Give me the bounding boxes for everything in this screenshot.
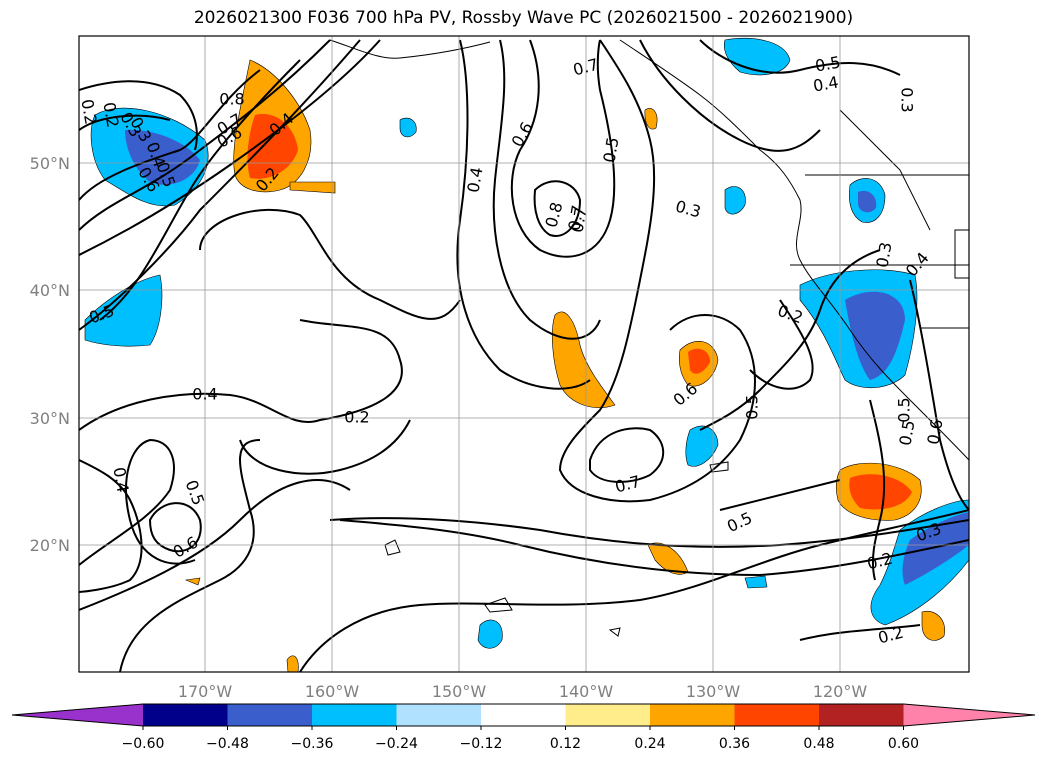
map-title: 2026021300 F036 700 hPa PV, Rossby Wave … bbox=[193, 8, 854, 28]
contour-label: 0.5 bbox=[599, 136, 622, 164]
graticule bbox=[79, 36, 969, 672]
colorbar-segment bbox=[650, 704, 735, 726]
lon-label: 130°W bbox=[686, 682, 741, 701]
colorbar-segment bbox=[819, 704, 904, 726]
colorbar-tick-label: 0.48 bbox=[803, 736, 834, 752]
contour-label: 0.2 bbox=[99, 101, 122, 129]
contour-label: 0.4 bbox=[192, 385, 217, 404]
contour-label: 0.7 bbox=[564, 204, 587, 232]
lon-label: 160°W bbox=[305, 682, 360, 701]
colorbar-segment bbox=[312, 704, 397, 726]
pv-contours bbox=[79, 39, 969, 672]
colorbar-tick-label: −0.12 bbox=[460, 736, 503, 752]
contour-label: 0.2 bbox=[344, 408, 369, 427]
colorbar-segment bbox=[396, 704, 482, 726]
contour-label: 0.3 bbox=[898, 87, 917, 112]
lat-label: 20°N bbox=[30, 536, 70, 555]
colorbar-segment bbox=[734, 704, 820, 726]
contour-label: 0.8 bbox=[219, 90, 244, 109]
longitude-labels: 170°W 160°W 150°W 140°W 130°W 120°W bbox=[178, 682, 868, 701]
contour-label: 0.5 bbox=[895, 397, 914, 422]
lat-label: 50°N bbox=[30, 154, 70, 173]
colorbar: −0.60 −0.48 −0.36 −0.24 −0.12 0.12 0.24 0.36 0.4… bbox=[11, 703, 1036, 752]
contour-label: 0.5 bbox=[895, 419, 918, 447]
map-frame bbox=[78, 35, 970, 673]
colorbar-segment bbox=[565, 704, 651, 726]
colorbar-segment bbox=[227, 704, 313, 726]
colorbar-tick-label: −0.60 bbox=[122, 736, 165, 752]
contour-label: 0.2 bbox=[77, 98, 100, 126]
colorbar-tick-label: 0.24 bbox=[634, 736, 665, 752]
contour-label: 0.5 bbox=[743, 394, 762, 419]
lon-label: 150°W bbox=[432, 682, 487, 701]
lon-label: 170°W bbox=[178, 682, 233, 701]
colorbar-extend-low bbox=[12, 704, 143, 726]
colorbar-tick-label: −0.24 bbox=[375, 736, 418, 752]
colorbar-tick-label: −0.48 bbox=[206, 736, 249, 752]
contour-label: 0.4 bbox=[463, 166, 486, 194]
colorbar-tick-label: 0.60 bbox=[888, 736, 919, 752]
colorbar-tick-label: 0.12 bbox=[550, 736, 581, 752]
contour-label: 0.3 bbox=[872, 241, 895, 269]
lon-label: 140°W bbox=[559, 682, 614, 701]
contour-label: 0.7 bbox=[567, 206, 590, 234]
latitude-labels: 50°N 40°N 30°N 20°N bbox=[30, 154, 70, 555]
colorbar-segment bbox=[481, 704, 566, 726]
colorbar-segment bbox=[143, 704, 228, 726]
contour-label: 0.4 bbox=[812, 72, 840, 95]
shaded-anomalies bbox=[84, 37, 969, 672]
lon-label: 120°W bbox=[813, 682, 868, 701]
colorbar-tick-label: −0.36 bbox=[291, 736, 334, 752]
colorbar-tick-label: 0.36 bbox=[719, 736, 750, 752]
lat-label: 30°N bbox=[30, 409, 70, 428]
contour-label: 0.5 bbox=[814, 52, 842, 75]
coastlines bbox=[329, 39, 969, 637]
contour-label: 0.6 bbox=[923, 418, 946, 446]
lat-label: 40°N bbox=[30, 281, 70, 300]
contour-label: 0.4 bbox=[109, 466, 132, 494]
colorbar-extend-high bbox=[903, 704, 1035, 726]
